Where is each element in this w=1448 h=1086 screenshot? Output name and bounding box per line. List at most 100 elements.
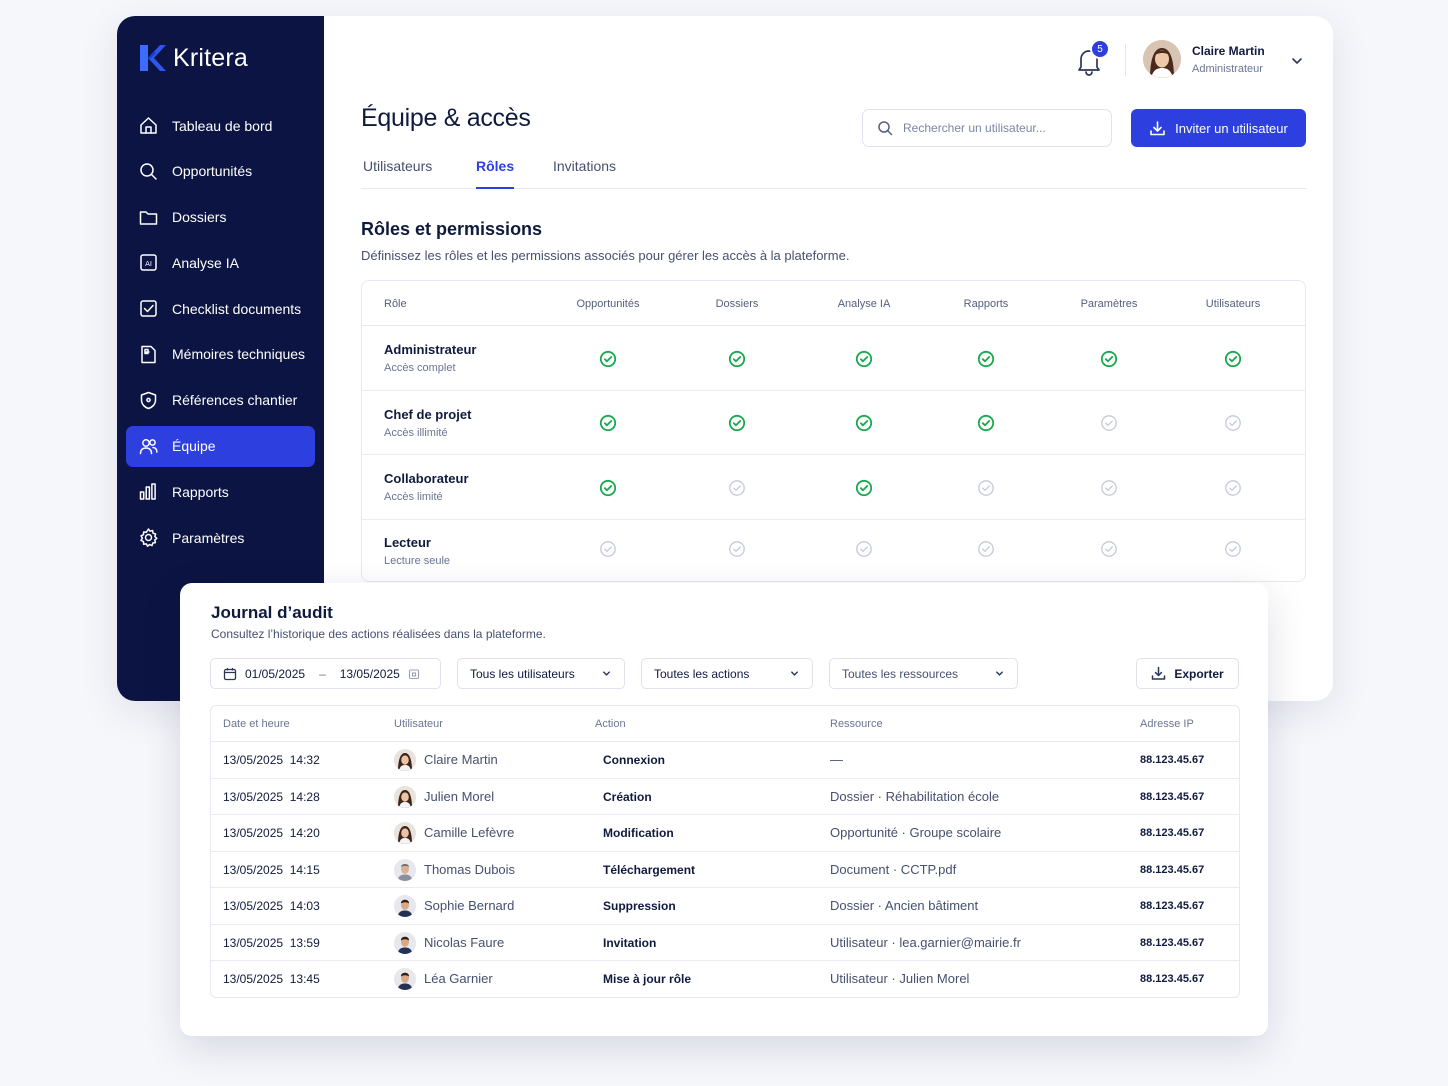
row-resource[interactable]: Opportunité · Groupe scolaire (830, 825, 1002, 840)
sidebar-item-memoires-techniques[interactable]: Mémoires techniques (126, 334, 315, 375)
check-circle-disabled-icon[interactable] (855, 540, 873, 558)
sidebar-item-parametres[interactable]: Paramètres (126, 517, 315, 558)
role-row[interactable]: Collaborateur Accès limité (362, 455, 1305, 520)
check-circle-icon[interactable] (599, 479, 617, 497)
row-user[interactable]: Thomas Dubois (424, 861, 516, 877)
row-user[interactable]: Julien Morel (424, 788, 495, 804)
check-circle-icon[interactable] (728, 414, 746, 432)
check-circle-icon[interactable] (977, 350, 995, 368)
sidebar-item-analyse-ia[interactable]: AI Analyse IA (126, 242, 315, 283)
row-user[interactable]: Léa Garnier (424, 971, 493, 986)
check-circle-disabled-icon[interactable] (728, 540, 746, 558)
role-row[interactable]: Chef de projet Accès illimité (362, 391, 1305, 455)
page-title: Équipe & accès (361, 104, 531, 132)
check-circle-icon[interactable] (599, 414, 617, 432)
profile-role: Administrateur (1192, 63, 1263, 75)
audit-table-header: Date et heure Utilisateur Action Ressour… (211, 706, 1239, 742)
sidebar-item-rapports[interactable]: Rapports (126, 471, 315, 512)
row-resource[interactable]: — (830, 752, 843, 767)
row-user[interactable]: Sophie Bernard (424, 898, 515, 913)
users-filter[interactable]: Tous les utilisateurs (457, 658, 625, 689)
column-header[interactable]: Date et heure (223, 718, 290, 730)
resources-filter[interactable]: Toutes les ressources (829, 658, 1018, 689)
check-circle-disabled-icon[interactable] (977, 479, 995, 497)
tab-invitations[interactable]: Invitations (553, 158, 617, 174)
check-circle-disabled-icon[interactable] (599, 540, 617, 558)
search-input[interactable] (903, 121, 1093, 135)
logo[interactable]: Kritera (138, 43, 248, 73)
role-name: Chef de projet (384, 407, 472, 422)
team-icon (139, 438, 158, 454)
check-circle-disabled-icon[interactable] (1100, 414, 1118, 432)
check-circle-disabled-icon[interactable] (1224, 479, 1242, 497)
row-action: Connexion (603, 753, 665, 767)
sidebar-item-checklist-documents[interactable]: Checklist documents (126, 288, 315, 329)
checklist-icon (140, 300, 157, 317)
column-header[interactable]: Ressource (830, 718, 883, 730)
check-circle-icon[interactable] (728, 350, 746, 368)
row-ip: 88.123.45.67 (1140, 863, 1205, 876)
sidebar-item-opportunites[interactable]: Opportunités (126, 151, 315, 192)
row-resource[interactable]: Document · CCTP.pdf (830, 861, 957, 877)
check-circle-icon[interactable] (1224, 350, 1242, 368)
column-header[interactable]: Action (595, 718, 626, 730)
column-header: Opportunités (576, 298, 640, 310)
roles-title: Rôles et permissions (361, 219, 543, 239)
chevron-down-icon[interactable] (1290, 54, 1304, 68)
sidebar-item-equipe[interactable]: Équipe (126, 425, 315, 467)
sidebar-item-label: Références chantier (172, 392, 298, 409)
date-range-filter[interactable]: 01/05/2025 – 13/05/2025 (210, 658, 441, 689)
check-circle-icon[interactable] (855, 414, 873, 432)
user-avatar (394, 931, 416, 954)
date-from: 01/05/2025 (245, 666, 306, 681)
row-resource[interactable]: Utilisateur · Julien Morel (830, 971, 970, 986)
row-user[interactable]: Nicolas Faure (424, 934, 505, 950)
sidebar-item-label: Mémoires techniques (172, 346, 306, 363)
table-row[interactable]: 13/05/2025 13:45 Léa Garnier Mise à jour r… (211, 961, 1239, 998)
table-row[interactable]: 13/05/2025 14:28 Julien Morel Création Doss… (211, 779, 1239, 815)
row-user[interactable]: Camille Lefèvre (424, 825, 515, 840)
row-resource[interactable]: Dossier · Ancien bâtiment (830, 898, 979, 913)
table-row[interactable]: 13/05/2025 14:32 Claire Martin Connexion — 8… (211, 742, 1239, 779)
search-box[interactable] (862, 109, 1112, 147)
actions-filter[interactable]: Toutes les actions (641, 658, 813, 689)
export-button[interactable]: Exporter (1136, 658, 1239, 689)
check-circle-disabled-icon[interactable] (728, 479, 746, 497)
sidebar-item-dossiers[interactable]: Dossiers (126, 197, 315, 238)
role-row[interactable]: Lecteur Lecture seule (362, 520, 1305, 582)
invite-user-button[interactable]: Inviter un utilisateur (1131, 109, 1306, 147)
check-circle-icon[interactable] (977, 414, 995, 432)
tab-utilisateurs[interactable]: Utilisateurs (363, 158, 433, 174)
row-user[interactable]: Claire Martin (424, 752, 498, 767)
check-circle-icon[interactable] (599, 350, 617, 368)
profile-name[interactable]: Claire Martin (1192, 44, 1265, 58)
avatar[interactable] (1143, 40, 1181, 78)
check-circle-icon[interactable] (855, 350, 873, 368)
row-resource[interactable]: Dossier · Réhabilitation école (830, 788, 1000, 804)
role-row[interactable]: Administrateur Accès complet (362, 326, 1305, 391)
check-circle-icon[interactable] (855, 479, 873, 497)
check-circle-disabled-icon[interactable] (977, 540, 995, 558)
table-row[interactable]: 13/05/2025 14:15 Thomas Dubois Téléchargem… (211, 852, 1239, 888)
table-row[interactable]: 13/05/2025 14:20 Camille Lefèvre Modificat… (211, 815, 1239, 852)
folder-icon (139, 210, 158, 225)
check-circle-disabled-icon[interactable] (1100, 540, 1118, 558)
sidebar-item-references-chantier[interactable]: Références chantier (126, 380, 315, 421)
column-header: Dossiers (715, 298, 759, 310)
table-row[interactable]: 13/05/2025 13:59 Nicolas Faure Invitation U… (211, 925, 1239, 961)
sidebar-item-tableau-de-bord[interactable]: Tableau de bord (126, 105, 315, 146)
resources-filter-label: Toutes les ressources (842, 666, 959, 681)
column-header[interactable]: Adresse IP (1140, 718, 1194, 730)
user-avatar (394, 822, 416, 844)
table-row[interactable]: 13/05/2025 14:03 Sophie Bernard Suppressio… (211, 888, 1239, 925)
column-header[interactable]: Utilisateur (394, 718, 443, 730)
check-circle-disabled-icon[interactable] (1224, 414, 1242, 432)
row-resource[interactable]: Utilisateur · lea.garnier@mairie.fr (830, 934, 1021, 950)
tab-roles[interactable]: Rôles (476, 158, 515, 189)
user-avatar (394, 749, 416, 771)
check-circle-icon[interactable] (1100, 350, 1118, 368)
check-circle-disabled-icon[interactable] (1224, 540, 1242, 558)
check-circle-disabled-icon[interactable] (1100, 479, 1118, 497)
home-icon (140, 117, 157, 134)
date-to: 13/05/2025 (339, 666, 400, 681)
